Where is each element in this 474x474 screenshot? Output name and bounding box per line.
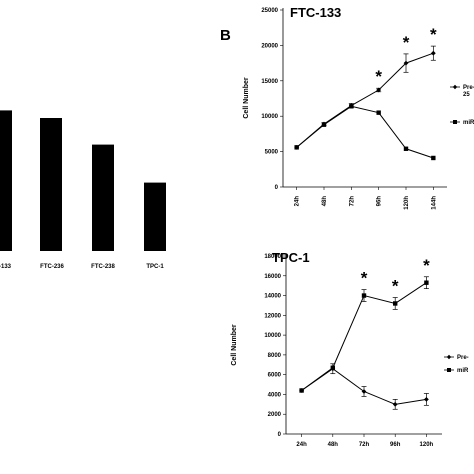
data-point-square — [403, 146, 409, 151]
significance-star: * — [392, 277, 399, 296]
legend-label: miR — [463, 120, 474, 126]
y-axis-label: Cell Number — [243, 77, 250, 119]
y-tick-label: 25000 — [261, 8, 278, 14]
x-tick-label: 72h — [359, 442, 370, 448]
y-tick-label: 16000 — [264, 274, 281, 280]
bar-category-label: TPC-1 — [146, 264, 164, 270]
y-tick-label: 5000 — [265, 150, 279, 156]
legend-marker-diamond — [452, 84, 458, 90]
data-point-square — [424, 280, 429, 285]
bar — [144, 182, 166, 251]
x-tick-label: 48h — [328, 442, 339, 448]
data-point-diamond — [361, 389, 367, 394]
x-tick-label: 120h — [404, 196, 410, 210]
data-point-diamond — [403, 60, 409, 66]
y-tick-label: 8000 — [268, 353, 282, 359]
y-tick-label: 20000 — [261, 43, 278, 49]
line-chart-ftc133: FTC-133 Cell Number 0 5000 10000 15000 20000 25… — [243, 5, 474, 210]
legend-marker-square — [453, 120, 457, 124]
significance-star: * — [361, 269, 368, 288]
bar — [92, 144, 114, 251]
y-tick-label: 14000 — [264, 294, 281, 300]
y-tick-label: 10000 — [261, 114, 278, 120]
data-point-diamond — [430, 50, 436, 56]
chart-title: TPC-1 — [272, 250, 310, 265]
x-tick-label: 24h — [295, 196, 301, 207]
y-tick-label: 15000 — [261, 79, 278, 85]
data-point-diamond — [424, 396, 429, 402]
legend-label: Pre- — [463, 85, 474, 91]
panel-label: B — [220, 27, 231, 44]
x-tick-label: 24h — [296, 442, 307, 448]
x-tick-label: 96h — [377, 196, 383, 207]
y-tick-label: 10000 — [264, 333, 281, 339]
data-point-square — [330, 365, 335, 370]
data-point-square — [349, 104, 354, 109]
line-chart-tpc1: TPC-1 Cell Number 0 2000 4000 6000 8000 10000 12… — [231, 250, 469, 448]
data-point-square — [299, 388, 304, 393]
data-point-square — [321, 122, 327, 127]
bar — [40, 118, 62, 251]
series-line — [296, 52, 434, 148]
y-tick-label: 18000 — [264, 254, 281, 260]
y-tick-label: 4000 — [268, 392, 282, 398]
y-tick-label: 0 — [275, 185, 279, 191]
legend-label-line2: 25 — [463, 92, 470, 98]
significance-star: * — [375, 67, 382, 86]
y-tick-label: 2000 — [268, 412, 282, 418]
x-tick-label: 72h — [349, 196, 355, 207]
data-point-square — [431, 155, 436, 161]
data-point-diamond — [392, 401, 398, 407]
x-tick-label: 96h — [390, 442, 401, 448]
y-tick-label: 12000 — [264, 313, 281, 319]
x-tick-label: 144h — [431, 196, 437, 210]
x-tick-label: 120h — [420, 442, 434, 448]
data-point-square — [393, 301, 398, 306]
bar-category-label: -133 — [0, 264, 12, 270]
bar-chart: -133 FTC-236 FTC-238 TPC-1 — [0, 110, 166, 270]
significance-star: * — [403, 33, 410, 52]
legend-marker-square — [447, 368, 451, 372]
data-point-square — [376, 110, 381, 115]
chart-title: FTC-133 — [290, 5, 341, 20]
y-tick-label: 0 — [278, 432, 282, 438]
y-axis-label: Cell Number — [231, 324, 238, 366]
legend-label: Pre- — [457, 355, 469, 361]
legend-marker-diamond — [446, 354, 452, 360]
bar — [0, 110, 12, 252]
x-tick-label: 48h — [322, 196, 328, 207]
legend-label: miR — [457, 368, 469, 374]
significance-star: * — [423, 256, 430, 275]
data-point-diamond — [376, 87, 382, 93]
bar-category-label: FTC-238 — [91, 264, 115, 270]
data-point-square — [294, 145, 299, 150]
y-tick-label: 6000 — [268, 373, 282, 379]
series-line — [296, 105, 434, 159]
significance-star: * — [430, 25, 437, 44]
data-point-square — [361, 293, 367, 298]
bar-category-label: FTC-236 — [40, 264, 64, 270]
